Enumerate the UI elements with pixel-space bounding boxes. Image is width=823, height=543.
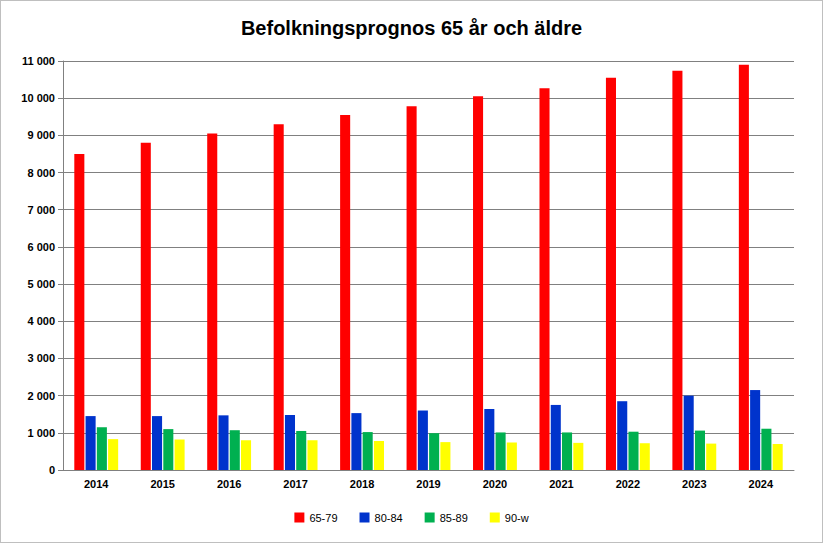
svg-text:85-89: 85-89 (440, 512, 468, 524)
svg-text:2 000: 2 000 (27, 390, 55, 402)
svg-text:2021: 2021 (549, 478, 573, 490)
svg-text:7 000: 7 000 (27, 204, 55, 216)
svg-text:0: 0 (49, 464, 55, 476)
svg-text:8 000: 8 000 (27, 167, 55, 179)
svg-text:6 000: 6 000 (27, 241, 55, 253)
svg-text:10 000: 10 000 (21, 92, 55, 104)
svg-text:2015: 2015 (150, 478, 174, 490)
svg-text:80-84: 80-84 (375, 512, 403, 524)
svg-text:2014: 2014 (84, 478, 109, 490)
svg-text:2023: 2023 (682, 478, 706, 490)
svg-text:2020: 2020 (483, 478, 507, 490)
svg-text:2019: 2019 (416, 478, 440, 490)
svg-text:2018: 2018 (350, 478, 374, 490)
svg-text:9 000: 9 000 (27, 129, 55, 141)
svg-text:2022: 2022 (616, 478, 640, 490)
svg-text:65-79: 65-79 (309, 512, 337, 524)
svg-text:1 000: 1 000 (27, 427, 55, 439)
svg-text:3 000: 3 000 (27, 352, 55, 364)
svg-text:11 000: 11 000 (22, 55, 55, 67)
svg-text:2016: 2016 (217, 478, 241, 490)
svg-text:4 000: 4 000 (27, 315, 55, 327)
svg-text:2024: 2024 (749, 478, 774, 490)
svg-text:5 000: 5 000 (27, 278, 55, 290)
svg-text:90-w: 90-w (505, 512, 529, 524)
svg-text:2017: 2017 (283, 478, 307, 490)
svg-text:Befolkningsprognos 65 år och ä: Befolkningsprognos 65 år och äldre (241, 17, 582, 39)
